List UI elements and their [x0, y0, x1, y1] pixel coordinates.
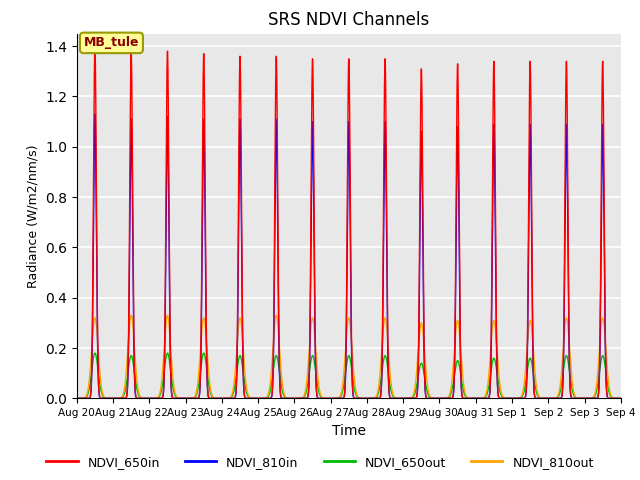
- Text: MB_tule: MB_tule: [84, 36, 139, 49]
- Title: SRS NDVI Channels: SRS NDVI Channels: [268, 11, 429, 29]
- Legend: NDVI_650in, NDVI_810in, NDVI_650out, NDVI_810out: NDVI_650in, NDVI_810in, NDVI_650out, NDV…: [41, 451, 599, 474]
- X-axis label: Time: Time: [332, 424, 366, 438]
- Y-axis label: Radiance (W/m2/nm/s): Radiance (W/m2/nm/s): [26, 144, 40, 288]
